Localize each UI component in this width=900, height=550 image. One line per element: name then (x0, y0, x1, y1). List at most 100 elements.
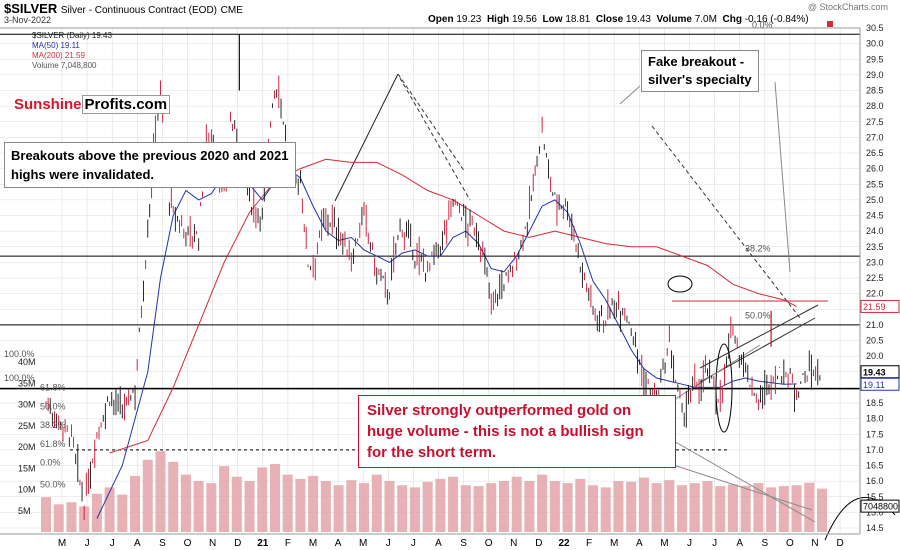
y-tick-label: 18.5 (866, 398, 884, 408)
volume-bar (142, 459, 153, 532)
open-label: Open (428, 14, 454, 25)
y-tick-label: 25.0 (866, 195, 884, 205)
trendline-dash-1 (397, 73, 466, 173)
x-tick-label: S (159, 538, 166, 549)
x-tick-label: J (411, 538, 416, 549)
x-axis: M J J A S O N D 21 F M A M J J A S O N D 22 F M A M J J A S O N D (58, 538, 844, 549)
volume-axis-label: 35M (18, 378, 36, 388)
symbol: $SILVER (4, 1, 58, 16)
volume-bar (193, 481, 204, 532)
volume-bar (206, 483, 217, 532)
y-tick-label: 28.5 (866, 86, 884, 96)
x-tick-label: J (386, 538, 391, 549)
low-value: 18.81 (565, 14, 591, 25)
volume-bar (473, 486, 484, 532)
fib-label: 50.0% (40, 479, 66, 489)
x-tick-label: J (712, 538, 717, 549)
watermark: @ StockCharts.com (807, 2, 888, 12)
fib-label: 50.0% (745, 311, 771, 321)
fib-label: 50.0% (40, 401, 66, 411)
x-tick-label: F (586, 538, 592, 549)
volume-bar (422, 481, 433, 532)
volume-bar (435, 478, 446, 532)
x-tick-label: J (110, 538, 115, 549)
annotation-volume: Silver strongly outperformed gold on hug… (358, 395, 676, 468)
y-tick-label: 17.5 (866, 429, 884, 439)
volume-bar (397, 485, 408, 532)
y-tick-label: 17.0 (866, 445, 884, 455)
volume-bar (804, 482, 815, 532)
volume-axis-label: 30M (18, 400, 36, 410)
chg-label: Chg (722, 14, 742, 25)
volume-bar (66, 502, 77, 532)
y-tick-label: 16.0 (866, 476, 884, 486)
x-tick-label: A (636, 538, 643, 549)
volume-value: 7.0M (694, 14, 717, 25)
y-tick-label: 20.5 (866, 336, 884, 346)
exchange: CME (220, 5, 243, 16)
fib-label: 0.0% (40, 458, 61, 468)
volume-axis-label: 40M (18, 357, 36, 367)
volume-bar (702, 481, 713, 532)
volume-bar (651, 483, 662, 532)
annotation-fake-breakout: Fake breakout - silver's specialty (641, 50, 759, 92)
price-badge-label: 21.59 (863, 302, 886, 312)
x-tick-label: J (85, 538, 90, 549)
y-tick-label: 27.0 (866, 132, 884, 142)
x-tick-label: A (435, 538, 442, 549)
x-tick-label: O (485, 538, 493, 549)
volume-bar (753, 483, 764, 532)
x-tick-label: N (510, 538, 517, 549)
trendline-up (334, 73, 399, 202)
volume-bar (104, 487, 115, 532)
x-tick-label: O (184, 538, 192, 549)
volume-bar (664, 480, 675, 532)
y-tick-label: 29.0 (866, 70, 884, 80)
volume-bar (180, 474, 191, 532)
chg-value: -0.16 (-0.84%) (744, 14, 809, 25)
volume-bar (359, 483, 370, 532)
y-tick-label: 15.5 (866, 492, 884, 502)
circle-marker (667, 275, 693, 293)
chart-date: 3-Nov-2022 (4, 15, 52, 25)
annotation-breakouts: Breakouts above the previous 2020 and 20… (4, 142, 296, 188)
volume-bar (498, 481, 509, 532)
y-tick-label: 18.0 (866, 414, 884, 424)
volume-bar (677, 485, 688, 532)
y-tick-label: 24.5 (866, 211, 884, 221)
x-tick-label: J (687, 538, 692, 549)
volume-bar (308, 475, 319, 532)
high-value: 19.56 (511, 14, 537, 25)
volume-bar (130, 475, 141, 532)
volume-bar (575, 478, 586, 532)
volume-bars (41, 451, 827, 532)
volume-bar (460, 485, 471, 532)
fib-label: 38.2% (40, 420, 66, 430)
volume-bar (155, 451, 166, 532)
x-tick-label: A (736, 538, 743, 549)
note2-line2: silver's specialty (648, 72, 752, 87)
high-label: High (486, 14, 510, 25)
volume-bar (117, 494, 128, 532)
volume-bar (588, 485, 599, 532)
volume-bar (524, 481, 535, 532)
legend-ma200: MA(200) 21.59 (32, 51, 85, 60)
x-tick-label: 22 (558, 538, 570, 549)
x-tick-label: M (309, 538, 317, 549)
volume-bar (600, 487, 611, 532)
fib-labels: 38.2% 50.0% 0.0% 100.0% 100.0% 61.8% 50.0% 38.2… (4, 20, 773, 489)
volume-bar (409, 487, 420, 532)
volume-bar (549, 481, 560, 532)
x-tick-label: 21 (257, 538, 269, 549)
x-tick-label: M (610, 538, 618, 549)
open-value: 19.23 (456, 14, 482, 25)
right-badges: 21.59 19.43 19.11 7048800 (860, 299, 900, 513)
legend-price: $SILVER (Daily) 19.43 (32, 31, 112, 40)
y-tick-label: 22.5 (866, 273, 884, 283)
note2-line1: Fake breakout - (648, 54, 745, 69)
volume-axis: 40M 35M 30M 25M 20M 15M 10M 5M (18, 357, 36, 516)
price-badge-label: 7048800 (863, 502, 898, 512)
volume-bar (168, 461, 179, 532)
volume-bar (320, 481, 331, 532)
volume-label: Volume (656, 14, 692, 25)
